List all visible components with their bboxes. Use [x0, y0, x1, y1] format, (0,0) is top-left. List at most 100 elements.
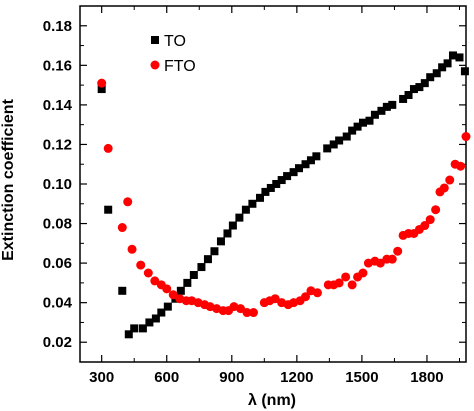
data-point-fto — [150, 276, 160, 286]
data-point-to — [176, 286, 185, 295]
data-point-fto — [461, 132, 471, 142]
data-point-to — [210, 247, 219, 256]
legend-marker-to — [151, 36, 159, 44]
y-tick-label: 0.18 — [43, 18, 72, 35]
data-point-to — [261, 187, 270, 196]
data-point-fto — [456, 161, 466, 171]
x-tick-label: 900 — [219, 369, 244, 386]
data-point-to — [183, 278, 192, 287]
data-point-to — [426, 73, 435, 82]
y-axis-title: Extinction coefficient — [0, 98, 17, 260]
y-tick-label: 0.04 — [43, 295, 73, 312]
data-point-fto — [387, 254, 397, 264]
data-point-to — [348, 126, 357, 135]
data-point-to — [163, 302, 172, 311]
data-point-to — [266, 183, 275, 192]
data-point-to — [216, 237, 225, 246]
data-point-to — [358, 118, 367, 127]
data-point-to — [145, 318, 154, 327]
data-point-fto — [358, 268, 368, 278]
data-point-to — [248, 199, 257, 208]
data-point-to — [130, 324, 139, 333]
data-point-to — [97, 85, 106, 94]
y-tick-label: 0.12 — [43, 136, 72, 153]
y-tick-label: 0.06 — [43, 255, 72, 272]
data-point-to — [283, 172, 292, 181]
data-point-to — [138, 324, 147, 333]
data-point-to — [388, 100, 397, 109]
data-point-to — [329, 140, 338, 149]
data-point-fto — [127, 244, 137, 254]
data-point-to — [377, 106, 386, 115]
data-point-to — [415, 83, 424, 92]
y-tick-label: 0.08 — [43, 216, 72, 233]
x-tick-label: 600 — [154, 369, 179, 386]
data-point-to — [448, 51, 457, 60]
data-point-to — [353, 122, 362, 131]
data-point-to — [118, 286, 127, 295]
legend-label-to: TO — [164, 33, 186, 50]
data-point-fto — [97, 78, 107, 88]
data-point-fto — [248, 308, 258, 318]
data-point-to — [370, 110, 379, 119]
data-point-to — [443, 59, 452, 68]
x-axis-title: λ (nm) — [248, 392, 296, 409]
data-point-fto — [431, 205, 441, 215]
data-point-to — [382, 102, 391, 111]
data-point-fto — [425, 215, 435, 225]
data-point-to — [409, 85, 418, 94]
y-tick-label: 0.14 — [43, 97, 73, 114]
data-point-fto — [123, 197, 133, 207]
data-point-to — [203, 255, 212, 264]
data-point-fto — [445, 175, 455, 185]
data-point-fto — [312, 288, 322, 298]
y-tick-label: 0.02 — [43, 334, 72, 351]
data-point-to — [306, 156, 315, 165]
x-tick-label: 1500 — [345, 369, 378, 386]
data-point-fto — [117, 223, 127, 233]
data-point-to — [197, 263, 206, 272]
data-point-fto — [393, 246, 403, 256]
legend-marker-fto — [150, 60, 160, 70]
data-point-to — [438, 63, 447, 72]
data-point-to — [241, 205, 250, 214]
data-point-fto — [347, 280, 357, 290]
data-point-to — [335, 136, 344, 145]
legend-label-fto: FTO — [164, 58, 196, 75]
data-point-to — [157, 308, 166, 317]
x-tick-label: 1200 — [280, 369, 313, 386]
data-point-fto — [103, 143, 113, 153]
data-point-to — [455, 53, 464, 62]
x-tick-label: 300 — [89, 369, 114, 386]
data-point-to — [295, 164, 304, 173]
data-point-to — [301, 160, 310, 169]
ticks: 300 600 900 1200 1500 1800 0.02 0.04 0.06 0.08 0.1… — [43, 6, 466, 386]
data-point-to — [432, 69, 441, 78]
data-point-to — [223, 229, 232, 238]
data-point-to — [189, 270, 198, 279]
data-point-to — [289, 168, 298, 177]
data-point-to — [277, 176, 286, 185]
data-point-to — [104, 205, 113, 214]
x-tick-label: 1800 — [410, 369, 443, 386]
data-point-fto — [439, 183, 449, 193]
data-point-to — [124, 330, 133, 339]
data-point-fto — [420, 221, 430, 231]
data-point-to — [272, 180, 281, 188]
data-point-to — [312, 152, 321, 161]
data-point-fto — [341, 272, 351, 282]
data-point-fto — [375, 258, 385, 268]
data-point-to — [399, 94, 408, 103]
data-point-to — [323, 144, 332, 153]
data-point-fto — [143, 268, 153, 278]
data-point-to — [420, 79, 429, 88]
data-point-to — [151, 314, 160, 323]
data-point-fto — [168, 290, 178, 300]
y-tick-label: 0.10 — [43, 176, 72, 193]
data-point-to — [228, 221, 237, 230]
data-point-to — [255, 193, 264, 202]
y-tick-label: 0.16 — [43, 57, 72, 74]
data-marks — [97, 51, 471, 339]
data-point-fto — [235, 304, 245, 314]
